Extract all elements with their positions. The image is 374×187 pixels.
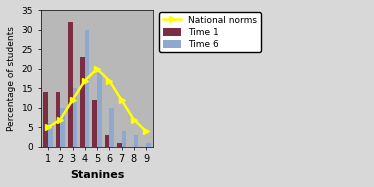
Y-axis label: Percentage of students: Percentage of students [7,26,16,131]
National norms [46,126,50,128]
Bar [105,135,109,147]
Bar [146,143,151,147]
Bar [109,108,114,147]
X-axis label: Stanines: Stanines [70,170,124,180]
Legend: National norms, Time 1, Time 6: National norms, Time 1, Time 6 [159,12,261,52]
Bar [56,92,60,147]
National norms [70,99,75,101]
National norms [58,118,62,121]
National norms [119,99,124,101]
Bar [85,30,89,147]
Bar [134,135,138,147]
National norms [83,79,87,82]
National norms [132,118,136,121]
Bar [68,22,73,147]
Line: National norms: National norms [45,65,150,135]
Bar [48,123,53,147]
National norms [144,130,148,132]
Bar [80,57,85,147]
Bar [73,88,77,147]
National norms [95,68,99,70]
Bar [43,92,48,147]
Bar [117,143,122,147]
Bar [122,131,126,147]
Bar [97,73,102,147]
Bar [92,100,97,147]
National norms [107,79,111,82]
Bar [60,108,65,147]
